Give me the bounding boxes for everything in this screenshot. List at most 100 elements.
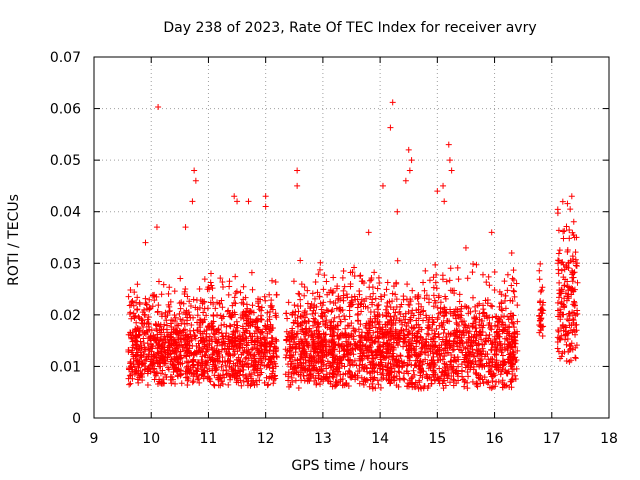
data-point <box>357 272 364 279</box>
data-point <box>360 381 367 388</box>
data-point <box>560 228 567 235</box>
data-point <box>405 346 412 353</box>
data-point <box>233 375 240 382</box>
data-point <box>298 362 305 369</box>
data-point <box>464 385 471 392</box>
data-point <box>315 343 322 350</box>
data-point <box>440 313 447 320</box>
data-point <box>455 322 462 329</box>
data-point <box>359 278 366 285</box>
data-point <box>372 385 379 392</box>
data-point <box>130 355 137 362</box>
data-point <box>554 206 561 213</box>
data-point <box>357 342 364 349</box>
data-point <box>314 289 321 296</box>
data-point <box>344 322 351 329</box>
data-point <box>415 292 422 299</box>
data-point <box>272 279 279 286</box>
data-point <box>393 339 400 346</box>
data-point <box>233 288 240 295</box>
data-point <box>255 338 262 345</box>
data-point <box>467 366 474 373</box>
data-point <box>555 266 562 273</box>
data-point <box>506 384 513 391</box>
data-point <box>315 335 322 342</box>
data-point <box>173 339 180 346</box>
data-point <box>404 380 411 387</box>
data-point <box>496 364 503 371</box>
data-point <box>370 290 377 297</box>
data-point <box>174 329 181 336</box>
data-point <box>461 383 468 390</box>
data-point <box>193 351 200 358</box>
data-point <box>248 371 255 378</box>
data-point <box>481 363 488 370</box>
data-point <box>262 203 269 210</box>
data-point <box>410 367 417 374</box>
data-point <box>221 321 228 328</box>
data-point <box>261 379 268 386</box>
data-point <box>175 322 182 329</box>
data-point <box>328 324 335 331</box>
data-point <box>303 320 310 327</box>
data-point <box>395 383 402 390</box>
data-point <box>213 349 220 356</box>
data-point <box>327 350 334 357</box>
data-point <box>286 383 293 390</box>
data-point <box>285 299 292 306</box>
data-point <box>386 369 393 376</box>
data-point <box>477 328 484 335</box>
data-point <box>186 298 193 305</box>
data-point <box>262 340 269 347</box>
data-point <box>177 354 184 361</box>
data-point <box>157 370 164 377</box>
data-point <box>408 310 415 317</box>
data-point <box>153 369 160 376</box>
data-point <box>509 348 516 355</box>
data-point <box>485 322 492 329</box>
data-point <box>387 313 394 320</box>
data-point <box>145 365 152 372</box>
data-point <box>146 296 153 303</box>
data-point <box>392 319 399 326</box>
data-point <box>436 380 443 387</box>
data-point <box>422 267 429 274</box>
data-point <box>557 311 564 318</box>
data-point <box>390 306 397 313</box>
data-point <box>414 381 421 388</box>
data-point <box>433 285 440 292</box>
data-point <box>417 384 424 391</box>
data-point <box>479 341 486 348</box>
data-point <box>420 368 427 375</box>
data-point <box>285 330 292 337</box>
data-point <box>437 299 444 306</box>
data-point <box>186 327 193 334</box>
data-point <box>469 378 476 385</box>
data-point <box>130 361 137 368</box>
data-point <box>372 354 379 361</box>
data-point <box>414 295 421 302</box>
data-point <box>164 364 171 371</box>
data-point <box>337 331 344 338</box>
data-point <box>349 301 356 308</box>
data-point <box>422 356 429 363</box>
data-point <box>510 287 517 294</box>
data-point <box>447 361 454 368</box>
data-point <box>352 376 359 383</box>
data-point <box>234 198 241 205</box>
data-point <box>454 264 461 271</box>
data-point <box>128 301 135 308</box>
data-point <box>374 285 381 292</box>
data-point <box>479 310 486 317</box>
data-point <box>341 283 348 290</box>
data-point <box>390 283 397 290</box>
data-point <box>252 338 259 345</box>
data-point <box>560 235 567 242</box>
data-point <box>323 353 330 360</box>
data-point <box>452 368 459 375</box>
data-point <box>315 375 322 382</box>
data-point <box>502 305 509 312</box>
data-point <box>486 282 493 289</box>
x-tick-label: 15 <box>428 431 446 447</box>
data-point <box>456 291 463 298</box>
